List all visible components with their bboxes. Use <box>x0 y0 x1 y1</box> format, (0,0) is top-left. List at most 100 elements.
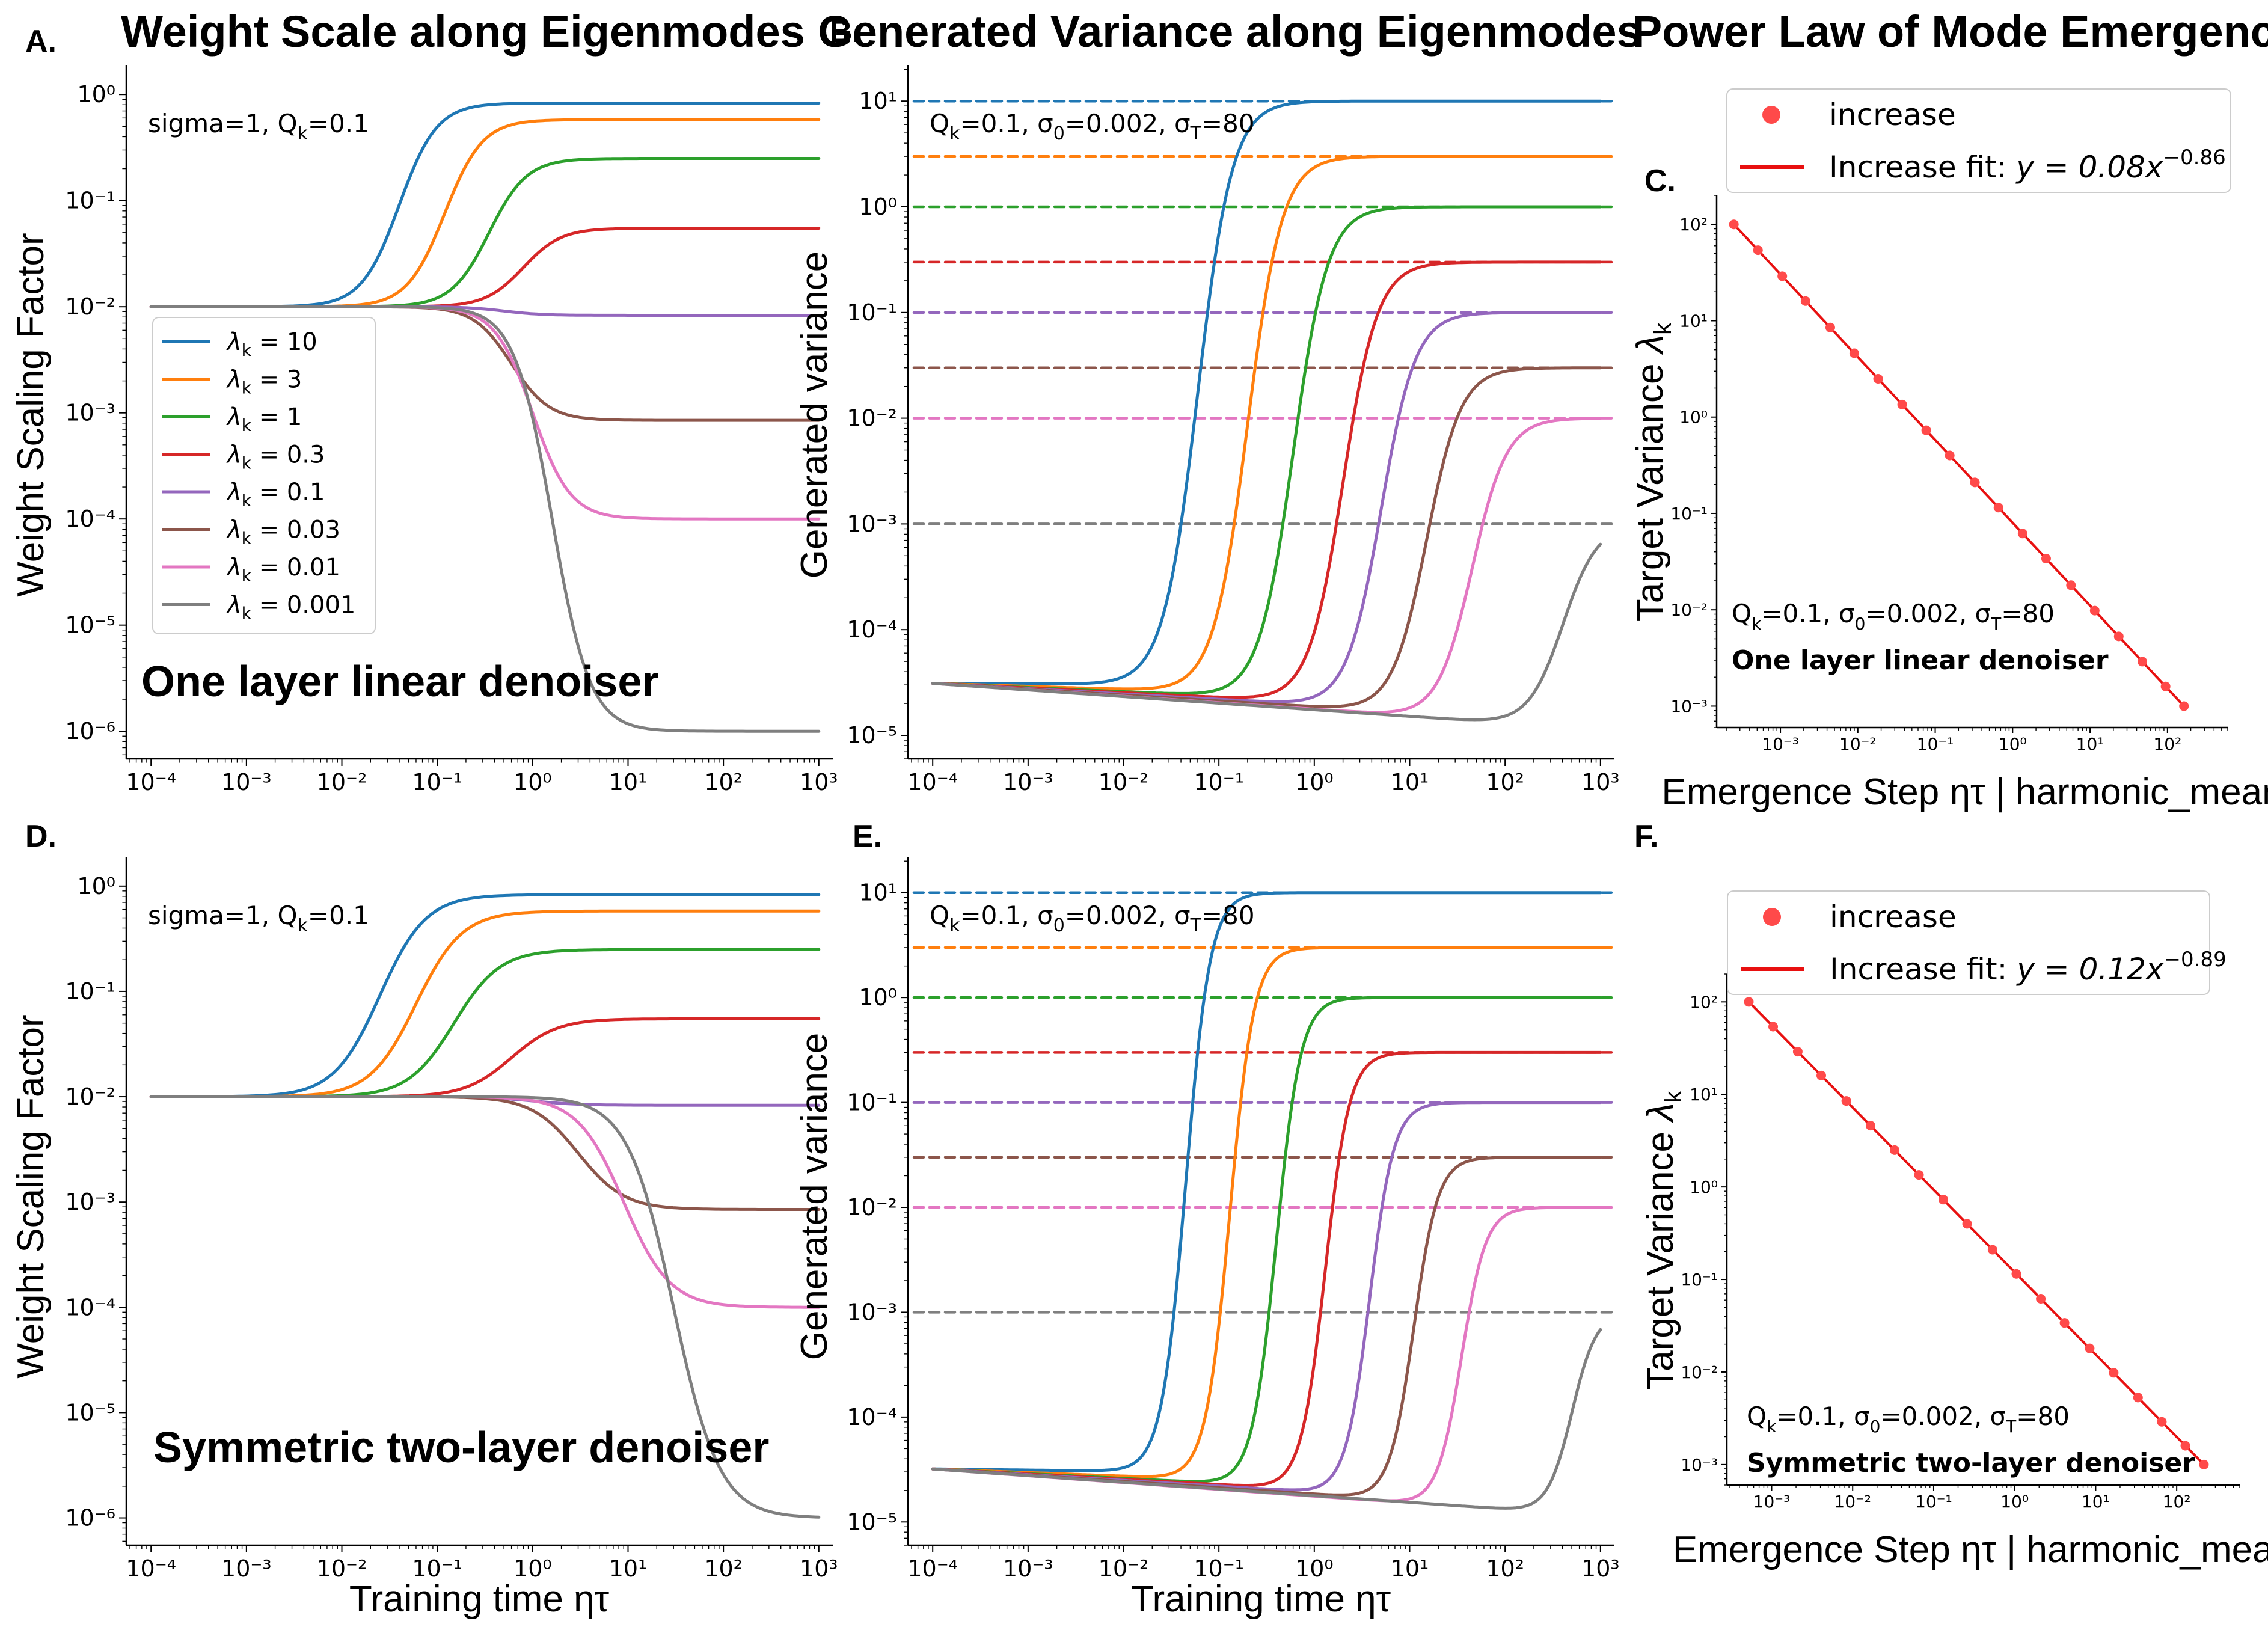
legend-subscript: k <box>242 340 252 360</box>
x-tick-label: 10¹ <box>1391 769 1429 795</box>
x-tick-label: 10⁻¹ <box>1194 1555 1244 1582</box>
data-point <box>2041 554 2051 564</box>
series-line-lambda-0.001 <box>931 1328 1602 1510</box>
series-line-lambda-3 <box>149 118 821 308</box>
ylabel-lambda: λ <box>1640 1103 1681 1123</box>
legend-subscript: k <box>242 491 252 510</box>
data-point <box>1849 348 1859 358</box>
annotation: sigma=1, Qk=0.1 <box>148 109 369 144</box>
legend-box <box>1726 88 2231 193</box>
y-tick-label: 10² <box>1679 215 1708 234</box>
series-line-lambda-0.001 <box>931 542 1602 722</box>
y-tick-label: 10² <box>1690 992 1718 1012</box>
data-point <box>1938 1195 1948 1205</box>
legend-fit-equation: y = 0.12x <box>2015 952 2164 987</box>
x-axis-label: Emergence Step ητ | harmonic_mean <box>1673 1529 2268 1570</box>
annotation-part: =0.1, σ <box>960 109 1053 138</box>
y-axis-label: Weight Scaling Factor <box>10 1014 52 1378</box>
series-line-lambda-0.3 <box>149 1017 821 1098</box>
y-axis-label: Generated variance <box>794 251 835 579</box>
data-point <box>2036 1293 2046 1304</box>
data-point <box>1993 503 2003 513</box>
annotation-part: 0 <box>1053 123 1065 144</box>
annotation-part: k <box>949 915 960 936</box>
y-tick-label: 10⁻⁶ <box>65 718 115 744</box>
annotation-part: =0.1, σ <box>1761 599 1854 628</box>
legend-subscript: k <box>242 378 252 398</box>
x-tick-label: 10⁻² <box>1834 1492 1871 1512</box>
y-tick-label: 10⁻⁴ <box>847 616 897 643</box>
legend-label: λk = 0.01 <box>226 554 340 586</box>
y-tick-label: 10⁰ <box>1690 1177 1718 1197</box>
y-tick-label: 10⁻⁶ <box>65 1505 115 1531</box>
model-label: Symmetric two-layer denoiser <box>153 1424 769 1472</box>
legend-value: = 0.01 <box>251 554 340 581</box>
legend-label: λk = 10 <box>226 328 317 360</box>
y-tick-label: 10¹ <box>859 880 897 906</box>
annotation-part: k <box>1752 614 1762 634</box>
panel-d-weight-scale-two-layer: 10⁻⁴ 10⁻³ 10⁻² 10⁻¹ 10⁰ 10¹ 10² 10³ 10⁻⁶ 10⁻⁵ 10⁻⁴… <box>10 857 838 1620</box>
data-point <box>2011 1269 2021 1279</box>
x-tick-label: 10⁰ <box>513 769 552 795</box>
annotation-part: 0 <box>1855 614 1866 634</box>
y-tick-label: 10⁰ <box>1679 408 1708 427</box>
y-tick-label: 10¹ <box>1679 311 1708 331</box>
legend-fit-exponent: −0.89 <box>2164 948 2227 972</box>
data-point <box>1825 322 1835 332</box>
legend-subscript: k <box>242 604 252 624</box>
panel-label-b: B. <box>830 14 861 49</box>
data-point <box>1914 1170 1924 1180</box>
legend-value: = 1 <box>251 403 302 431</box>
annotation-part: Q <box>930 109 949 138</box>
series-line-lambda-0.001 <box>149 305 821 733</box>
x-tick-label: 10² <box>1486 769 1524 795</box>
annotation-part: k <box>298 123 308 144</box>
annotation-part: =80 <box>2001 599 2055 628</box>
annotation-part: 0 <box>1870 1417 1881 1436</box>
annotation-part: =0.1 <box>308 901 369 930</box>
panel-label-d: D. <box>25 819 57 854</box>
data-point <box>1945 450 1955 461</box>
data-point <box>1921 425 1931 435</box>
legend-value: = 0.1 <box>251 479 325 506</box>
y-tick-label: 10⁰ <box>859 984 897 1011</box>
data-point <box>2199 1459 2209 1469</box>
legend-subscript: k <box>242 415 252 435</box>
x-tick-label: 10⁻¹ <box>1915 1492 1952 1512</box>
legend-lambda: λ <box>226 479 242 506</box>
y-tick-label: 10⁻⁴ <box>65 1294 115 1320</box>
y-tick-label: 10⁻¹ <box>65 188 115 214</box>
legend-fit-prefix: Increase fit: <box>1829 150 2016 185</box>
annotation-part: sigma=1, Q <box>148 109 298 138</box>
title-a: Weight Scale along Eigenmodes <box>121 7 805 57</box>
x-tick-label: 10⁻³ <box>1753 1492 1791 1512</box>
y-tick-label: 10⁻² <box>1670 600 1708 620</box>
x-tick-label: 10⁻¹ <box>1194 769 1244 795</box>
legend-value: = 0.3 <box>251 441 325 469</box>
y-tick-label: 10⁰ <box>859 194 897 220</box>
data-point <box>1753 245 1763 256</box>
y-tick-label: 10⁻² <box>1681 1362 1718 1382</box>
ylabel-subscript: k <box>1660 1090 1687 1103</box>
series-line-lambda-0.01 <box>931 417 1602 714</box>
panel-f-power-law-two-layer: 10⁻³ 10⁻² 10⁻¹ 10⁰ 10¹ 10² 10⁻³ 10⁻² 10⁻¹ 10⁰ 10¹ 1… <box>1640 890 2268 1570</box>
legend-label-points: increase <box>1830 899 1957 934</box>
y-tick-label: 10⁻⁵ <box>65 1399 115 1426</box>
x-tick-label: 10⁻³ <box>221 1555 272 1582</box>
y-tick-label: 10⁻² <box>847 1194 897 1221</box>
y-tick-label: 10⁻³ <box>65 1189 115 1215</box>
series-line-lambda-3 <box>931 946 1602 1478</box>
y-tick-label: 10⁻² <box>847 405 897 432</box>
x-tick-label: 10² <box>704 1555 743 1582</box>
data-point <box>1841 1096 1851 1106</box>
legend-lambda: λ <box>226 366 242 394</box>
data-point <box>2089 605 2100 616</box>
x-tick-label: 10⁻² <box>317 769 367 795</box>
annotation-part: =0.002, σ <box>1065 109 1191 138</box>
y-tick-label: 10⁻³ <box>847 1299 897 1325</box>
panel-label-e: E. <box>853 819 882 854</box>
x-tick-label: 10¹ <box>2076 734 2104 754</box>
data-point <box>1744 997 1754 1007</box>
annotation-part: Q <box>930 901 949 930</box>
